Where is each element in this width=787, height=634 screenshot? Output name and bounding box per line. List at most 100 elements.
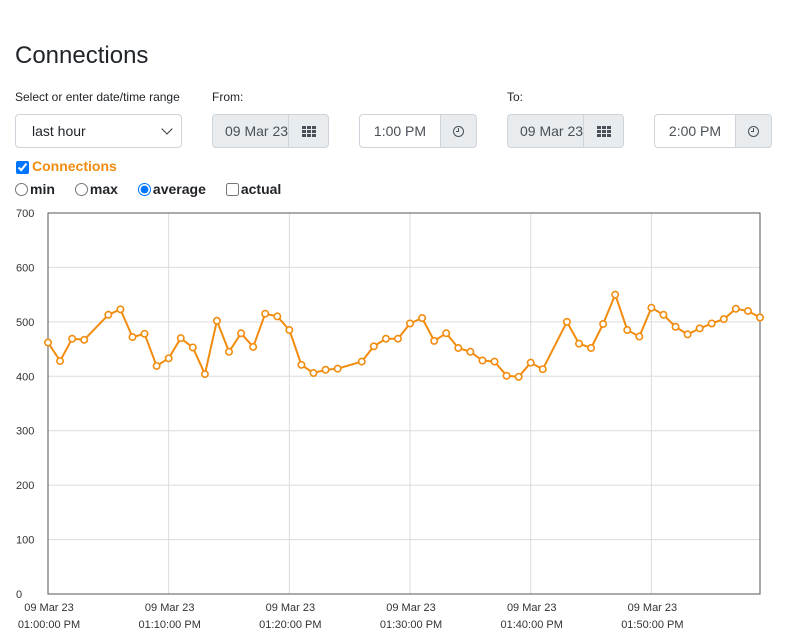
- data-point: [562, 317, 571, 326]
- series-toggle-row: Connections: [15, 158, 117, 174]
- data-point: [695, 324, 704, 333]
- y-tick-label: 400: [16, 371, 34, 383]
- y-tick-label: 100: [16, 535, 34, 547]
- data-point: [478, 356, 487, 365]
- range-select[interactable]: last hour: [15, 114, 182, 148]
- from-date-button[interactable]: [288, 114, 329, 148]
- data-point: [418, 314, 427, 323]
- data-point: [104, 310, 113, 319]
- data-point: [514, 372, 523, 381]
- to-time-button[interactable]: [735, 114, 772, 148]
- data-point: [249, 342, 258, 351]
- aggregation-mode-group: min max average actual: [15, 181, 301, 197]
- data-point: [659, 310, 668, 319]
- data-point: [406, 319, 415, 328]
- x-tick-label-time: 01:10:00 PM: [138, 619, 200, 631]
- connections-checkbox-label[interactable]: Connections: [32, 158, 117, 174]
- x-tick-label-date: 09 Mar 23: [24, 602, 74, 614]
- data-point: [707, 319, 716, 328]
- mode-min-radio[interactable]: [15, 182, 28, 196]
- connections-line-chart: 0 100 200 300 400 500 600 700 09 Mar 23 01:00:00 …: [16, 208, 764, 631]
- to-label: To:: [507, 90, 524, 104]
- data-point: [683, 330, 692, 339]
- range-label: Select or enter date/time range: [15, 90, 180, 104]
- data-point: [357, 357, 366, 366]
- plot-frame: [47, 212, 761, 595]
- calendar-grid-icon: [301, 125, 316, 137]
- x-tick-label-date: 09 Mar 23: [507, 602, 557, 614]
- data-point: [68, 334, 77, 343]
- mode-average-label: average: [152, 181, 206, 197]
- from-date-input[interactable]: 09 Mar 23: [212, 114, 288, 148]
- clock-icon: [748, 125, 759, 137]
- data-point: [200, 370, 209, 379]
- to-time-group: 2:00 PM: [654, 114, 772, 148]
- mode-average[interactable]: average: [137, 181, 206, 197]
- x-tick-label-time: 01:00:00 PM: [18, 619, 80, 631]
- chevron-down-icon: [161, 123, 173, 135]
- data-point: [454, 343, 463, 352]
- from-time-input[interactable]: 1:00 PM: [359, 114, 440, 148]
- mode-max[interactable]: max: [74, 181, 118, 197]
- data-point: [490, 357, 499, 366]
- data-point: [466, 347, 475, 356]
- y-tick-label: 700: [16, 208, 34, 220]
- data-point: [442, 329, 451, 338]
- data-point: [430, 336, 439, 345]
- to-date-group: 09 Mar 23: [507, 114, 624, 148]
- mode-min-label: min: [30, 181, 55, 197]
- y-tick-label: 600: [16, 262, 34, 274]
- from-time-button[interactable]: [440, 114, 477, 148]
- data-point: [731, 304, 740, 313]
- y-tick-label: 0: [16, 589, 22, 601]
- x-tick-label-time: 01:20:00 PM: [259, 619, 321, 631]
- mode-actual-checkbox[interactable]: [225, 182, 239, 196]
- clock-icon: [453, 125, 464, 137]
- data-point: [574, 339, 583, 348]
- from-label: From:: [212, 90, 244, 104]
- range-select-value: last hour: [32, 123, 86, 139]
- to-time-input[interactable]: 2:00 PM: [654, 114, 735, 148]
- data-point: [225, 347, 234, 356]
- data-point: [369, 342, 378, 351]
- calendar-grid-icon: [596, 125, 611, 137]
- data-point: [587, 343, 596, 352]
- from-date-group: 09 Mar 23: [212, 114, 329, 148]
- mode-actual[interactable]: actual: [225, 181, 282, 197]
- data-point: [152, 361, 161, 370]
- mode-max-label: max: [89, 181, 118, 197]
- to-date-button[interactable]: [583, 114, 624, 148]
- data-point: [393, 334, 402, 343]
- data-point: [755, 313, 764, 322]
- data-point: [140, 329, 149, 338]
- mode-average-radio[interactable]: [137, 182, 151, 196]
- data-point: [56, 357, 65, 366]
- data-point: [128, 333, 137, 342]
- data-point: [80, 335, 89, 344]
- x-tick-label-date: 09 Mar 23: [628, 602, 678, 614]
- data-point: [297, 360, 306, 369]
- x-tick-label-time: 01:30:00 PM: [380, 619, 442, 631]
- mode-min[interactable]: min: [15, 181, 55, 197]
- data-point: [116, 305, 125, 314]
- data-point: [647, 303, 656, 312]
- x-tick-label-date: 09 Mar 23: [386, 602, 436, 614]
- mode-actual-label: actual: [240, 181, 282, 197]
- from-time-group: 1:00 PM: [359, 114, 477, 148]
- data-point: [188, 343, 197, 352]
- data-point: [333, 364, 342, 373]
- y-tick-label: 500: [16, 317, 34, 329]
- data-point: [743, 306, 752, 315]
- x-tick-label-time: 01:40:00 PM: [501, 619, 563, 631]
- page-title: Connections: [15, 42, 149, 69]
- data-point: [623, 326, 632, 335]
- data-point: [538, 365, 547, 374]
- to-date-input[interactable]: 09 Mar 23: [507, 114, 583, 148]
- data-point: [671, 322, 680, 331]
- data-point: [599, 320, 608, 329]
- mode-max-radio[interactable]: [74, 182, 88, 196]
- connections-checkbox[interactable]: [16, 160, 29, 174]
- y-tick-label: 300: [16, 426, 34, 438]
- data-point: [176, 334, 185, 343]
- data-point: [43, 338, 52, 347]
